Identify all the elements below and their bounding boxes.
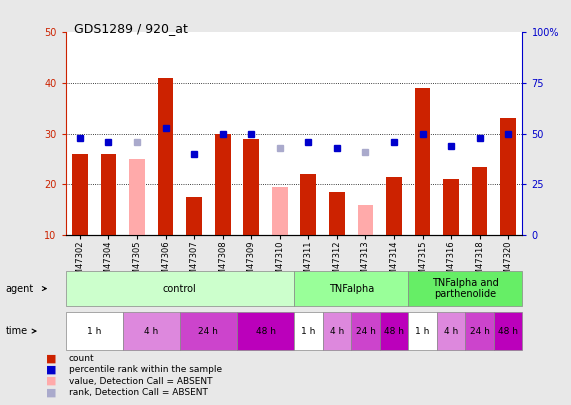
Text: ■: ■ <box>46 365 56 375</box>
Text: 48 h: 48 h <box>255 326 276 336</box>
Bar <box>272 187 288 235</box>
Bar <box>129 159 145 235</box>
Text: 1 h: 1 h <box>87 326 102 336</box>
Bar <box>158 78 174 235</box>
Text: control: control <box>163 284 197 294</box>
Text: time: time <box>6 326 28 336</box>
Bar <box>72 154 88 235</box>
Text: 1 h: 1 h <box>301 326 316 336</box>
Bar <box>215 134 231 235</box>
Text: percentile rank within the sample: percentile rank within the sample <box>69 365 222 374</box>
Text: 1 h: 1 h <box>415 326 430 336</box>
Text: count: count <box>69 354 94 363</box>
Text: ■: ■ <box>46 376 56 386</box>
Bar <box>243 139 259 235</box>
Text: 24 h: 24 h <box>356 326 375 336</box>
Bar <box>300 174 316 235</box>
Text: GDS1289 / 920_at: GDS1289 / 920_at <box>74 22 188 35</box>
Text: value, Detection Call = ABSENT: value, Detection Call = ABSENT <box>69 377 212 386</box>
Text: 24 h: 24 h <box>470 326 489 336</box>
Text: 48 h: 48 h <box>384 326 404 336</box>
Bar <box>386 177 402 235</box>
Text: TNFalpha: TNFalpha <box>328 284 374 294</box>
Bar <box>357 205 373 235</box>
Text: 4 h: 4 h <box>144 326 158 336</box>
Bar <box>415 88 431 235</box>
Text: agent: agent <box>6 284 34 294</box>
Text: 24 h: 24 h <box>199 326 218 336</box>
Text: TNFalpha and
parthenolide: TNFalpha and parthenolide <box>432 278 498 299</box>
Bar <box>186 197 202 235</box>
Bar <box>100 154 116 235</box>
Text: rank, Detection Call = ABSENT: rank, Detection Call = ABSENT <box>69 388 207 397</box>
Bar <box>472 166 488 235</box>
Bar <box>443 179 459 235</box>
Text: 4 h: 4 h <box>444 326 458 336</box>
Bar <box>500 118 516 235</box>
Text: ■: ■ <box>46 354 56 363</box>
Text: ■: ■ <box>46 388 56 397</box>
Bar <box>329 192 345 235</box>
Text: 4 h: 4 h <box>330 326 344 336</box>
Text: 48 h: 48 h <box>498 326 518 336</box>
